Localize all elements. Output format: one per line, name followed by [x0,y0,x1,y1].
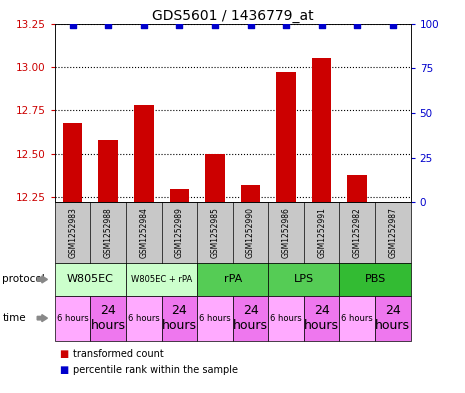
Bar [134,105,153,202]
Text: 24
hours: 24 hours [375,304,410,332]
Point [211,22,219,29]
Bar [347,174,367,202]
Bar [170,189,189,202]
Bar [276,72,296,202]
Text: GSM1252987: GSM1252987 [388,208,397,258]
Point [247,22,254,29]
Text: LPS: LPS [294,274,314,285]
Text: GSM1252985: GSM1252985 [211,208,219,258]
Text: 24
hours: 24 hours [162,304,197,332]
Text: ■: ■ [60,349,69,360]
Text: 6 hours: 6 hours [270,314,302,323]
Point [140,22,147,29]
Point [282,22,290,29]
Text: W805EC + rPA: W805EC + rPA [131,275,192,284]
Text: 24
hours: 24 hours [233,304,268,332]
Text: protocol: protocol [2,274,45,285]
Bar [312,58,332,202]
Text: GSM1252989: GSM1252989 [175,208,184,258]
Point [176,22,183,29]
Bar [205,154,225,202]
Point [318,22,325,29]
Text: GSM1252984: GSM1252984 [140,208,148,258]
Text: GSM1252982: GSM1252982 [353,208,362,258]
Text: ■: ■ [60,365,69,375]
Text: 6 hours: 6 hours [199,314,231,323]
Text: GSM1252988: GSM1252988 [104,208,113,258]
Text: transformed count: transformed count [73,349,163,360]
Text: PBS: PBS [365,274,385,285]
Text: GSM1252990: GSM1252990 [246,208,255,258]
Title: GDS5601 / 1436779_at: GDS5601 / 1436779_at [152,9,313,22]
Bar [241,185,260,202]
Text: GSM1252991: GSM1252991 [317,208,326,258]
Point [353,22,361,29]
Text: 6 hours: 6 hours [57,314,88,323]
Point [389,22,397,29]
Text: rPA: rPA [224,274,242,285]
Text: 6 hours: 6 hours [128,314,159,323]
Text: 24
hours: 24 hours [91,304,126,332]
Bar [99,140,118,202]
Text: GSM1252986: GSM1252986 [282,208,291,258]
Bar [63,123,82,202]
Text: 24
hours: 24 hours [304,304,339,332]
Text: GSM1252983: GSM1252983 [68,208,77,258]
Text: percentile rank within the sample: percentile rank within the sample [73,365,238,375]
Text: time: time [2,313,26,323]
Point [105,22,112,29]
Text: W805EC: W805EC [67,274,114,285]
Point [69,22,76,29]
Text: 6 hours: 6 hours [341,314,373,323]
